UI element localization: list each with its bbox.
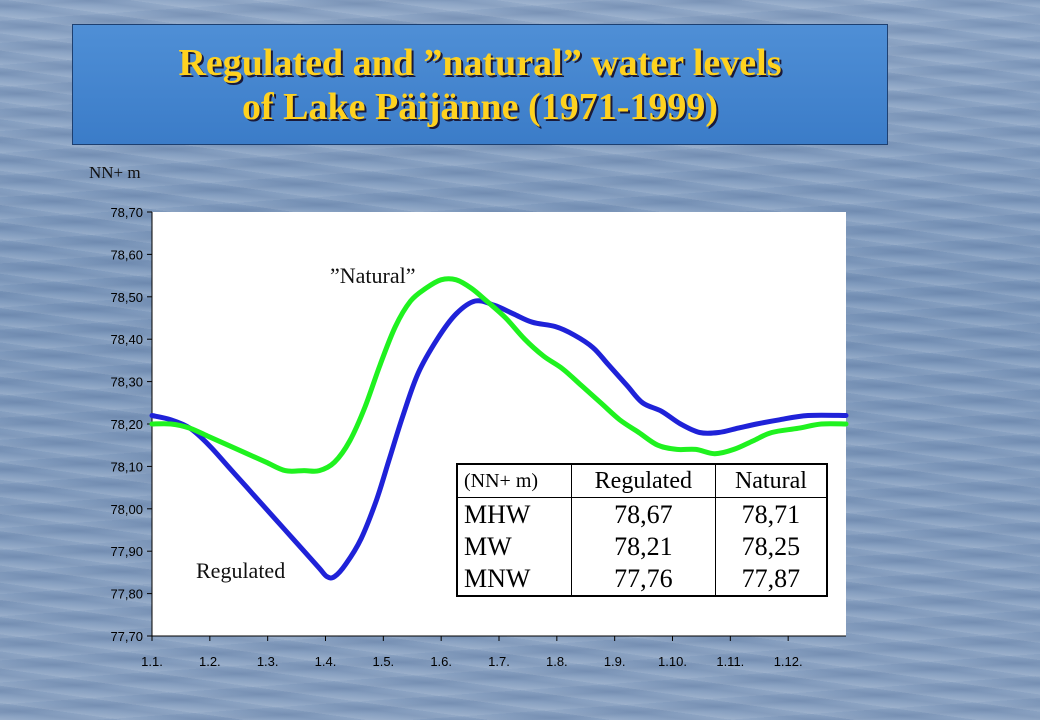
x-tick-label: 1.9.	[604, 654, 626, 669]
stats-regulated-value: 77,76	[570, 562, 716, 596]
x-tick-label: 1.12.	[774, 654, 803, 669]
x-tick-label: 1.5.	[372, 654, 394, 669]
series-layer	[149, 276, 849, 581]
water-level-stats-table: (NN+ m) Regulated Natural MHW 78,67 78,7…	[456, 463, 828, 597]
chart-title-line-1: Regulated and ”natural” water levels	[178, 41, 782, 84]
stats-row-mnw: MNW 77,76 77,87	[456, 562, 828, 596]
x-tick-label: 1.3.	[257, 654, 279, 669]
stats-row-label: MNW	[456, 562, 572, 596]
stats-regulated-value: 78,21	[570, 530, 716, 563]
stats-header-unit: (NN+ m)	[456, 463, 572, 498]
stats-natural-value: 78,71	[714, 497, 828, 531]
natural-series-line	[149, 276, 849, 474]
stats-natural-value: 78,25	[714, 530, 828, 563]
stats-natural-value: 77,87	[714, 562, 828, 596]
x-axis-ticks: 1.1. 1.2. 1.3. 1.4. 1.5. 1.6. 1.7. 1.8. 1.9. 1.10…	[141, 636, 803, 669]
y-tick-label: 78,30	[110, 375, 143, 390]
stats-header-row: (NN+ m) Regulated Natural	[456, 463, 828, 498]
stats-row-label: MW	[456, 530, 572, 563]
y-tick-label: 77,80	[110, 587, 143, 602]
stats-row-mhw: MHW 78,67 78,71	[456, 497, 828, 531]
regulated-series-label: Regulated	[196, 558, 285, 583]
y-tick-label: 78,20	[110, 417, 143, 432]
y-tick-label: 78,00	[110, 502, 143, 517]
y-tick-label: 78,50	[110, 290, 143, 305]
x-tick-label: 1.6.	[430, 654, 452, 669]
title-banner: Regulated and ”natural” water levels of …	[72, 24, 888, 145]
stats-row-mw: MW 78,21 78,25	[456, 530, 828, 563]
y-tick-label: 78,70	[110, 205, 143, 220]
x-tick-label: 1.8.	[546, 654, 568, 669]
y-tick-label: 78,40	[110, 332, 143, 347]
y-tick-label: 77,90	[110, 544, 143, 559]
y-tick-label: 78,60	[110, 247, 143, 262]
y-axis-ticks: 78,70 78,60 78,50 78,40 78,30 78,20 78,10 78,00…	[110, 205, 152, 644]
stats-row-label: MHW	[456, 497, 572, 531]
chart-title-line-2: of Lake Päijänne (1971-1999)	[241, 85, 719, 128]
x-tick-label: 1.10.	[658, 654, 687, 669]
stats-header-natural: Natural	[714, 463, 828, 498]
x-tick-label: 1.4.	[315, 654, 337, 669]
y-tick-label: 77,70	[110, 629, 143, 644]
natural-series-label: ”Natural”	[330, 263, 416, 288]
y-axis-unit-label: NN+ m	[89, 163, 141, 182]
y-tick-label: 78,10	[110, 459, 143, 474]
stats-header-regulated: Regulated	[570, 463, 716, 498]
x-tick-label: 1.2.	[199, 654, 221, 669]
x-tick-label: 1.7.	[488, 654, 510, 669]
x-tick-label: 1.11.	[716, 654, 744, 669]
regulated-series-line	[149, 298, 849, 581]
x-tick-label: 1.1.	[141, 654, 163, 669]
stats-regulated-value: 78,67	[570, 497, 716, 531]
